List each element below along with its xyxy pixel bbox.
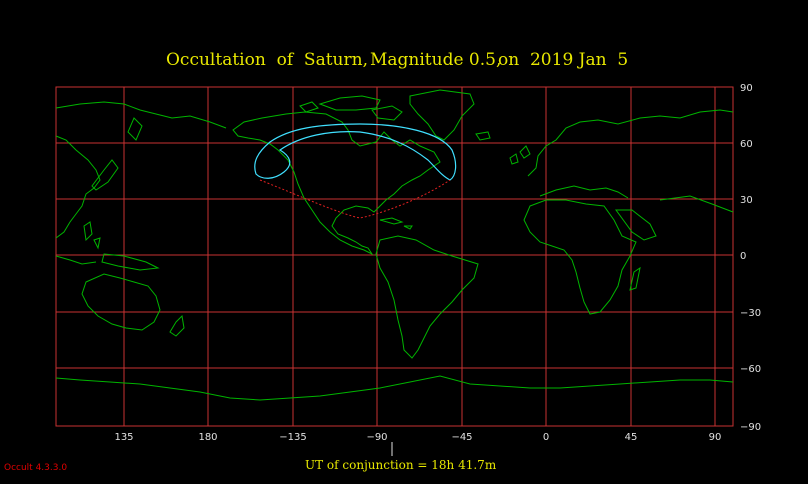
coast-arctic-islands (299, 95, 403, 121)
version-label: Occult 4.3.3.0 (4, 463, 68, 473)
coast-africa (523, 199, 637, 315)
latitude-tick-label: 60 (740, 139, 753, 150)
ut-conjunction-label: UT of conjunction = 18h 41.7m (305, 458, 497, 472)
title-object: Occultation of Saturn, (166, 50, 368, 70)
longitude-tick-label: −45 (451, 432, 472, 443)
latitude-tick-label: 0 (740, 251, 746, 262)
coast-kamchatka (127, 117, 143, 141)
longitude-tick-label: 135 (114, 432, 133, 443)
coast-new-zealand (169, 314, 185, 337)
longitude-tick-label: 90 (709, 432, 722, 443)
longitude-labels: 135 180 −135 −90 −45 0 45 90 (114, 432, 721, 443)
latitude-tick-label: −60 (740, 364, 761, 375)
coast-greenland (409, 89, 475, 141)
coast-europe (509, 109, 734, 199)
longitude-tick-label: 180 (198, 432, 217, 443)
latitude-tick-label: −90 (740, 422, 761, 433)
coastlines (55, 89, 734, 401)
map-title: Occultation of Saturn, Magnitude 0.5, on… (0, 50, 808, 74)
latitude-tick-label: 30 (740, 195, 753, 206)
coast-caribbean (379, 217, 413, 230)
longitude-tick-label: −135 (279, 432, 306, 443)
coast-madagascar (629, 266, 641, 291)
coast-east-asia (55, 101, 227, 239)
longitude-tick-label: −90 (366, 432, 387, 443)
coast-south-america (375, 235, 479, 359)
coast-iceland (475, 131, 491, 141)
coast-arabia (615, 195, 734, 241)
visibility-curve (254, 123, 457, 181)
longitude-tick-label: 0 (543, 432, 549, 443)
title-magnitude: Magnitude 0.5, (370, 50, 502, 70)
coast-japan (91, 159, 119, 191)
coast-antarctica (55, 375, 734, 401)
occultation-limit-line (259, 179, 451, 219)
coast-australia (81, 273, 161, 331)
latitude-labels: 90 60 30 0 −30 −60 −90 (740, 83, 761, 433)
latitude-tick-label: −30 (740, 308, 761, 319)
graticule (55, 86, 734, 427)
occultation-visibility-region (254, 123, 457, 219)
longitude-tick-label: 45 (625, 432, 638, 443)
coast-philippines (83, 221, 101, 250)
title-date: on 2019 Jan 5 (498, 50, 629, 70)
latitude-tick-label: 90 (740, 83, 753, 94)
coast-north-america (232, 111, 441, 256)
coast-indonesia (55, 253, 160, 271)
